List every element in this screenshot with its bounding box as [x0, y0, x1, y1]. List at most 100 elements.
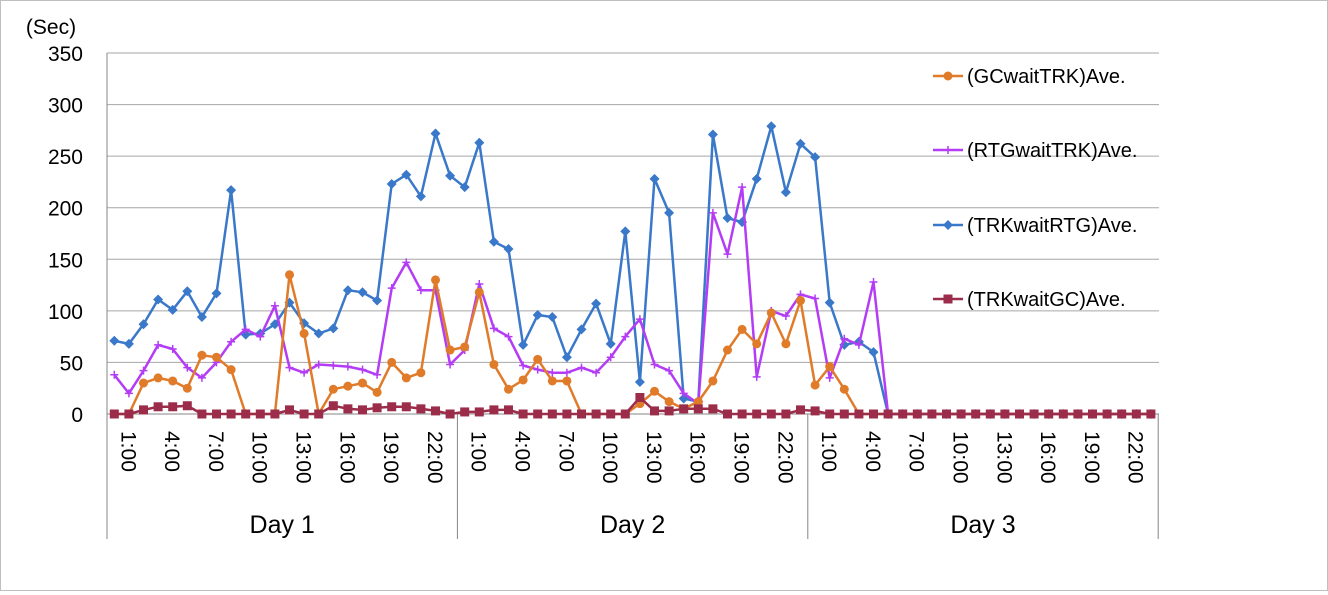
- data-point: [139, 405, 148, 415]
- data-point: [985, 409, 995, 419]
- data-point: [285, 363, 294, 372]
- data-point: [576, 324, 587, 335]
- data-point: [241, 325, 250, 334]
- data-point: [124, 389, 133, 398]
- data-point: [402, 258, 411, 267]
- data-point: [431, 406, 440, 416]
- data-point: [708, 404, 718, 414]
- data-point: [270, 301, 279, 310]
- data-point: [751, 173, 762, 184]
- x-tick-label: 19:00: [730, 431, 753, 484]
- data-point: [430, 128, 441, 139]
- data-point: [270, 409, 280, 419]
- data-point: [650, 406, 659, 416]
- data-point: [738, 183, 747, 192]
- data-point: [561, 352, 572, 363]
- data-point: [796, 405, 805, 415]
- data-point: [839, 409, 849, 419]
- data-point: [182, 383, 192, 393]
- data-point: [869, 277, 878, 286]
- data-point: [679, 404, 689, 414]
- data-point: [547, 312, 558, 323]
- data-point: [212, 352, 221, 362]
- data-point: [358, 365, 367, 374]
- data-point: [314, 409, 324, 419]
- data-point: [342, 285, 353, 296]
- series-line: [114, 396, 1151, 416]
- data-point: [139, 378, 148, 388]
- data-point: [780, 187, 791, 198]
- data-point: [752, 339, 762, 349]
- data-point: [722, 213, 733, 224]
- data-point: [197, 350, 207, 360]
- data-point: [635, 392, 645, 402]
- data-point: [635, 315, 644, 324]
- data-point: [153, 402, 163, 412]
- series-lines: [109, 121, 1156, 419]
- data-point: [942, 409, 951, 419]
- data-point: [518, 409, 528, 419]
- legend-entry: (RTGwaitTRK)Ave.: [933, 140, 1137, 162]
- data-point: [488, 236, 499, 247]
- data-point: [1058, 409, 1068, 419]
- data-point: [723, 409, 732, 419]
- legend-swatch-marker: [943, 220, 953, 230]
- data-point: [226, 185, 237, 196]
- data-point: [1102, 409, 1112, 419]
- data-point: [796, 296, 805, 306]
- x-tick-label: 4:00: [511, 431, 534, 472]
- data-point: [591, 409, 601, 419]
- x-tick-label: 19:00: [379, 431, 402, 484]
- data-point: [138, 319, 149, 330]
- data-point: [1117, 409, 1127, 419]
- data-point: [474, 407, 484, 417]
- data-point: [329, 361, 338, 370]
- data-point: [109, 335, 120, 346]
- data-point: [503, 243, 514, 254]
- data-point: [183, 363, 192, 372]
- gridlines: [107, 52, 1159, 363]
- data-point: [519, 361, 528, 370]
- data-point: [139, 366, 148, 375]
- data-point: [460, 407, 470, 417]
- data-point: [518, 375, 528, 385]
- data-point: [883, 409, 893, 419]
- data-point: [1073, 409, 1083, 419]
- data-point: [211, 288, 222, 299]
- data-point: [387, 402, 397, 412]
- data-point: [387, 357, 397, 367]
- legend-entry: (GCwaitTRK)Ave.: [933, 66, 1126, 88]
- data-point: [285, 405, 294, 415]
- data-point: [1000, 409, 1010, 419]
- x-tick-label: 13:00: [292, 431, 315, 484]
- data-point: [416, 404, 426, 414]
- data-point: [358, 378, 367, 388]
- data-point: [387, 284, 396, 293]
- x-tick-label: 19:00: [1080, 431, 1103, 484]
- legend-label: (GCwaitTRK)Ave.: [967, 66, 1126, 88]
- data-point: [577, 409, 586, 419]
- data-point: [328, 401, 338, 411]
- data-point: [110, 370, 119, 379]
- data-point: [109, 409, 119, 419]
- data-point: [445, 409, 455, 419]
- y-tick-label: 200: [48, 198, 83, 221]
- data-point: [840, 334, 849, 343]
- legend-label: (TRKwaitGC)Ave.: [967, 289, 1126, 311]
- data-point: [328, 384, 338, 394]
- x-tick-label: 4:00: [160, 431, 183, 472]
- data-point: [401, 402, 411, 412]
- y-tick-label: 50: [60, 352, 83, 375]
- data-point: [592, 368, 601, 377]
- data-point: [1088, 409, 1097, 419]
- data-point: [664, 207, 675, 218]
- data-point: [504, 332, 513, 341]
- data-point: [154, 340, 163, 349]
- data-point: [708, 376, 718, 386]
- data-point: [825, 373, 834, 382]
- data-point: [781, 339, 791, 349]
- legend-swatch-marker: [943, 71, 953, 81]
- series-2: [109, 121, 1156, 419]
- data-point: [518, 339, 529, 350]
